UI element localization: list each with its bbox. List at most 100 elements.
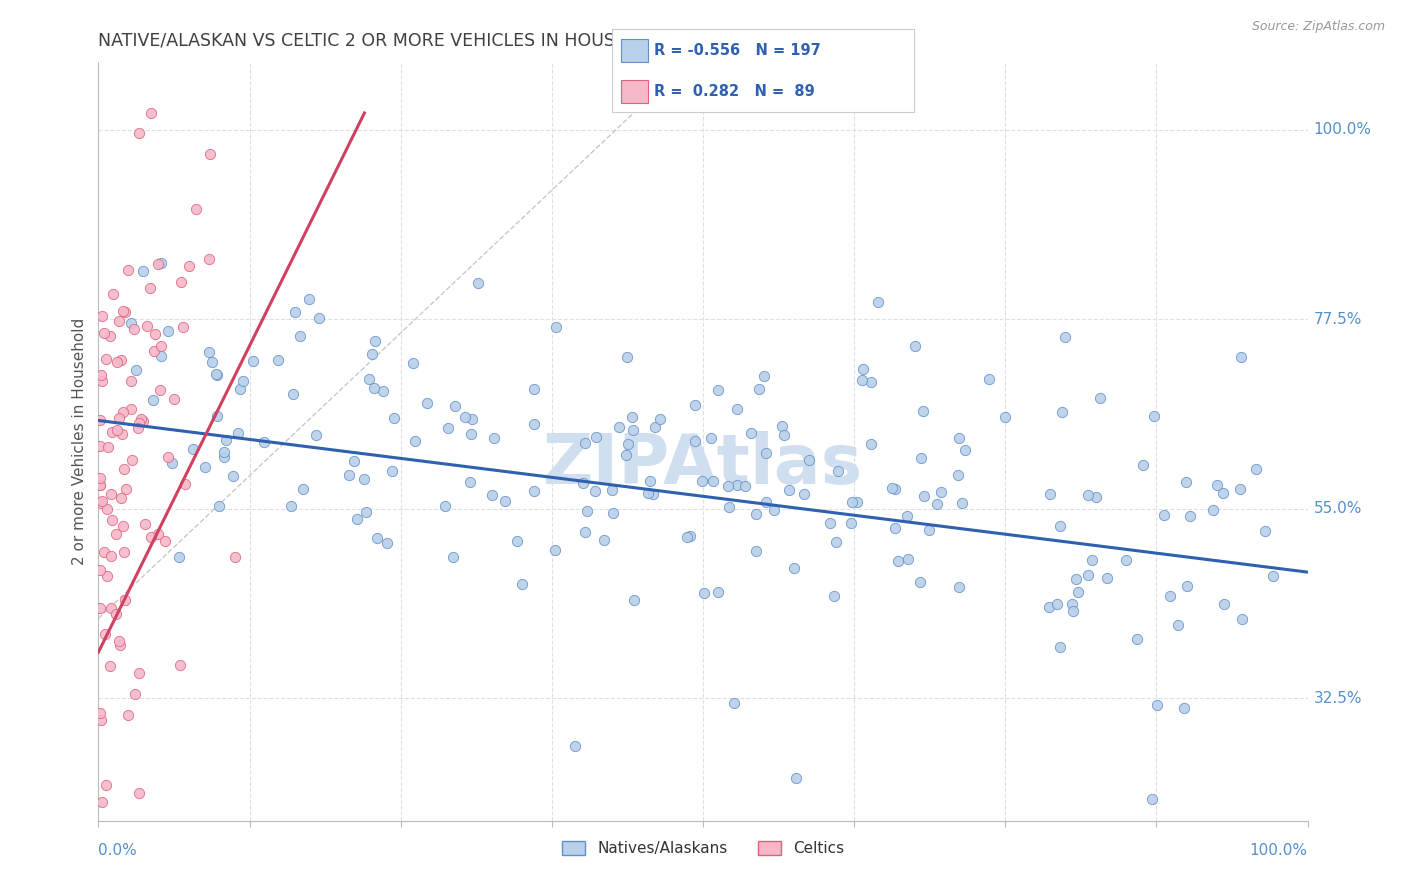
Point — [574, 524, 596, 539]
Point — [146, 257, 169, 271]
Point — [169, 658, 191, 673]
Point — [128, 126, 150, 140]
Point — [96, 502, 118, 516]
Point — [105, 607, 128, 622]
Point — [700, 432, 723, 446]
Point — [929, 484, 952, 499]
Point — [112, 304, 135, 318]
Point — [89, 439, 111, 453]
Point — [1167, 618, 1189, 632]
Point — [458, 475, 481, 490]
Point — [105, 527, 128, 541]
Point — [693, 586, 716, 600]
Point — [120, 401, 142, 416]
Point — [1038, 600, 1060, 615]
Point — [467, 277, 489, 291]
Point — [111, 427, 134, 442]
Point — [198, 345, 221, 359]
Point — [402, 356, 425, 370]
Point — [108, 314, 131, 328]
Point — [1095, 571, 1118, 585]
Point — [1143, 409, 1166, 424]
Point — [90, 496, 112, 510]
Point — [364, 334, 387, 348]
Point — [94, 352, 117, 367]
Point — [90, 368, 112, 382]
Point — [163, 392, 186, 406]
Point — [128, 786, 150, 800]
Point — [207, 368, 229, 383]
Point — [226, 426, 249, 441]
Point — [90, 713, 112, 727]
Point — [1180, 508, 1202, 523]
Point — [201, 355, 224, 369]
Point — [896, 508, 918, 523]
Point — [679, 529, 702, 543]
Point — [284, 305, 307, 319]
Point — [112, 544, 135, 558]
Point — [887, 554, 910, 568]
Point — [1146, 698, 1168, 712]
Point — [523, 417, 546, 431]
Point — [575, 504, 598, 518]
Point — [880, 481, 903, 495]
Point — [644, 419, 666, 434]
Point — [366, 531, 388, 545]
Point — [110, 638, 132, 652]
Point — [723, 696, 745, 710]
Point — [114, 592, 136, 607]
Point — [585, 430, 607, 444]
Point — [337, 468, 360, 483]
Point — [212, 450, 235, 464]
Point — [770, 419, 793, 434]
Point — [404, 434, 426, 449]
Point — [305, 428, 328, 442]
Point — [494, 494, 516, 508]
Point — [827, 464, 849, 478]
Point — [481, 488, 503, 502]
Point — [124, 688, 146, 702]
Point — [98, 328, 121, 343]
Point — [105, 355, 128, 369]
Point — [884, 521, 907, 535]
Point — [308, 311, 330, 326]
Point — [897, 552, 920, 566]
Point — [139, 106, 162, 120]
Point — [755, 445, 778, 459]
Point — [602, 506, 624, 520]
Point — [1202, 503, 1225, 517]
Point — [103, 287, 125, 301]
Point — [215, 433, 238, 447]
Text: ZIPAtlas: ZIPAtlas — [543, 431, 863, 498]
Point — [1244, 461, 1267, 475]
Point — [353, 472, 375, 486]
Point — [904, 339, 927, 353]
Point — [149, 384, 172, 398]
Point — [979, 372, 1001, 386]
Y-axis label: 2 or more Vehicles in Household: 2 or more Vehicles in Household — [72, 318, 87, 566]
Point — [184, 202, 207, 217]
Point — [222, 469, 245, 483]
Point — [143, 326, 166, 341]
Point — [482, 431, 505, 445]
Point — [177, 260, 200, 274]
Point — [381, 464, 404, 478]
Point — [153, 533, 176, 548]
Point — [132, 414, 155, 428]
Point — [112, 519, 135, 533]
Point — [883, 482, 905, 496]
Point — [1230, 612, 1253, 626]
Point — [121, 452, 143, 467]
Bar — [620, 80, 648, 103]
Point — [443, 399, 465, 413]
Point — [89, 413, 111, 427]
Point — [1229, 482, 1251, 496]
Point — [100, 486, 122, 500]
Point — [955, 442, 977, 457]
Point — [706, 383, 728, 397]
Point — [690, 474, 713, 488]
Point — [544, 319, 567, 334]
Point — [346, 512, 368, 526]
Point — [740, 425, 762, 440]
Point — [706, 585, 728, 599]
